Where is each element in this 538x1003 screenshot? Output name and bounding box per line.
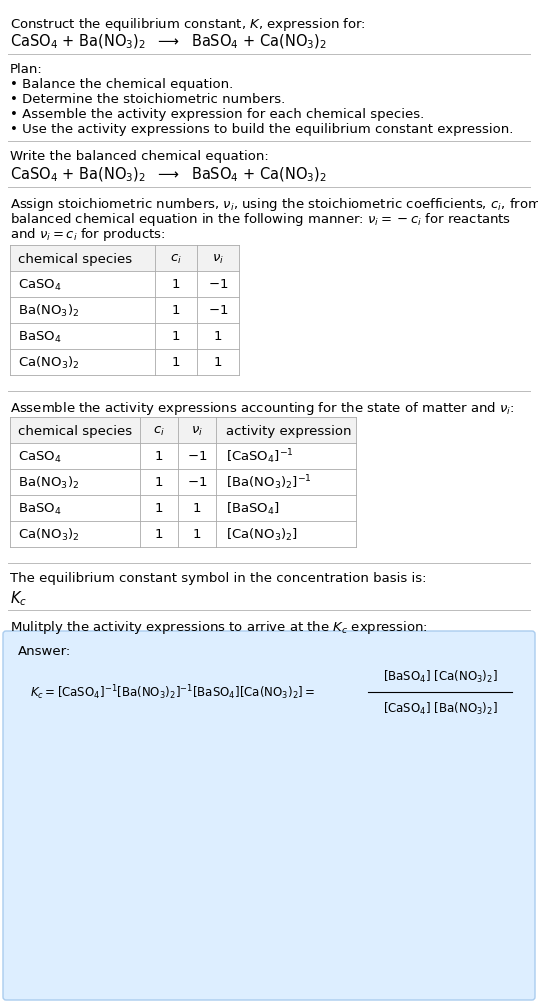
Text: • Use the activity expressions to build the equilibrium constant expression.: • Use the activity expressions to build … <box>10 123 513 135</box>
Text: $[\mathrm{Ba(NO_3)_2}]^{-1}$: $[\mathrm{Ba(NO_3)_2}]^{-1}$ <box>226 473 312 491</box>
Text: CaSO$_4$: CaSO$_4$ <box>18 277 62 292</box>
Text: 1: 1 <box>172 278 180 291</box>
Text: and $\nu_i = c_i$ for products:: and $\nu_i = c_i$ for products: <box>10 226 166 243</box>
Text: Ba(NO$_3$)$_2$: Ba(NO$_3$)$_2$ <box>18 474 79 490</box>
Text: $K_c = [\mathrm{CaSO_4}]^{-1} [\mathrm{Ba(NO_3)_2}]^{-1} [\mathrm{BaSO_4}] [\mat: $K_c = [\mathrm{CaSO_4}]^{-1} [\mathrm{B… <box>30 683 315 702</box>
Text: $c_i$: $c_i$ <box>153 424 165 437</box>
Text: $-1$: $-1$ <box>187 476 207 489</box>
Text: 1: 1 <box>214 356 222 369</box>
Text: • Determine the stoichiometric numbers.: • Determine the stoichiometric numbers. <box>10 93 285 106</box>
Text: Answer:: Answer: <box>18 644 71 657</box>
Text: Write the balanced chemical equation:: Write the balanced chemical equation: <box>10 149 269 162</box>
Text: 1: 1 <box>172 356 180 369</box>
Text: Ba(NO$_3$)$_2$: Ba(NO$_3$)$_2$ <box>18 303 79 319</box>
Text: CaSO$_4$: CaSO$_4$ <box>18 449 62 464</box>
Text: chemical species: chemical species <box>18 252 132 265</box>
Text: Ca(NO$_3$)$_2$: Ca(NO$_3$)$_2$ <box>18 355 80 371</box>
Text: $-1$: $-1$ <box>208 304 228 317</box>
Text: $[\mathrm{Ca(NO_3)_2}]$: $[\mathrm{Ca(NO_3)_2}]$ <box>226 527 298 543</box>
Text: $-1$: $-1$ <box>208 278 228 291</box>
Text: $c_i$: $c_i$ <box>170 252 182 265</box>
FancyBboxPatch shape <box>3 631 535 1000</box>
Text: 1: 1 <box>155 450 163 463</box>
Text: $[\mathrm{CaSO_4}]\ [\mathrm{Ba(NO_3)_2}]$: $[\mathrm{CaSO_4}]\ [\mathrm{Ba(NO_3)_2}… <box>383 700 498 716</box>
Text: $[\mathrm{CaSO_4}]^{-1}$: $[\mathrm{CaSO_4}]^{-1}$ <box>226 447 294 465</box>
Text: 1: 1 <box>214 330 222 343</box>
Text: $\nu_i$: $\nu_i$ <box>191 424 203 437</box>
Text: $-1$: $-1$ <box>187 450 207 463</box>
Text: activity expression: activity expression <box>226 424 351 437</box>
Text: BaSO$_4$: BaSO$_4$ <box>18 500 61 516</box>
Text: Ca(NO$_3$)$_2$: Ca(NO$_3$)$_2$ <box>18 527 80 543</box>
Text: 1: 1 <box>193 528 201 541</box>
Text: $K_c$: $K_c$ <box>10 589 27 607</box>
Text: Plan:: Plan: <box>10 63 43 76</box>
Bar <box>10 417 356 443</box>
Text: balanced chemical equation in the following manner: $\nu_i = -c_i$ for reactants: balanced chemical equation in the follow… <box>10 211 511 228</box>
Text: CaSO$_4$ + Ba(NO$_3$)$_2$  $\longrightarrow$  BaSO$_4$ + Ca(NO$_3$)$_2$: CaSO$_4$ + Ba(NO$_3$)$_2$ $\longrightarr… <box>10 165 327 185</box>
Text: 1: 1 <box>193 502 201 515</box>
Text: 1: 1 <box>172 330 180 343</box>
Text: $\nu_i$: $\nu_i$ <box>212 252 224 265</box>
Text: BaSO$_4$: BaSO$_4$ <box>18 329 61 344</box>
Bar <box>10 246 239 272</box>
Text: Assemble the activity expressions accounting for the state of matter and $\nu_i$: Assemble the activity expressions accoun… <box>10 399 515 416</box>
Text: Construct the equilibrium constant, $K$, expression for:: Construct the equilibrium constant, $K$,… <box>10 16 366 33</box>
Text: Assign stoichiometric numbers, $\nu_i$, using the stoichiometric coefficients, $: Assign stoichiometric numbers, $\nu_i$, … <box>10 196 538 213</box>
Text: 1: 1 <box>172 304 180 317</box>
Text: 1: 1 <box>155 528 163 541</box>
Text: The equilibrium constant symbol in the concentration basis is:: The equilibrium constant symbol in the c… <box>10 572 427 585</box>
Text: • Assemble the activity expression for each chemical species.: • Assemble the activity expression for e… <box>10 108 424 121</box>
Text: $[\mathrm{BaSO_4}]$: $[\mathrm{BaSO_4}]$ <box>226 500 280 517</box>
Text: CaSO$_4$ + Ba(NO$_3$)$_2$  $\longrightarrow$  BaSO$_4$ + Ca(NO$_3$)$_2$: CaSO$_4$ + Ba(NO$_3$)$_2$ $\longrightarr… <box>10 33 327 51</box>
Text: 1: 1 <box>155 502 163 515</box>
Text: $[\mathrm{BaSO_4}]\ [\mathrm{Ca(NO_3)_2}]$: $[\mathrm{BaSO_4}]\ [\mathrm{Ca(NO_3)_2}… <box>383 668 498 684</box>
Text: Mulitply the activity expressions to arrive at the $K_c$ expression:: Mulitply the activity expressions to arr… <box>10 619 428 635</box>
Text: 1: 1 <box>155 476 163 489</box>
Text: chemical species: chemical species <box>18 424 132 437</box>
Text: • Balance the chemical equation.: • Balance the chemical equation. <box>10 78 233 91</box>
